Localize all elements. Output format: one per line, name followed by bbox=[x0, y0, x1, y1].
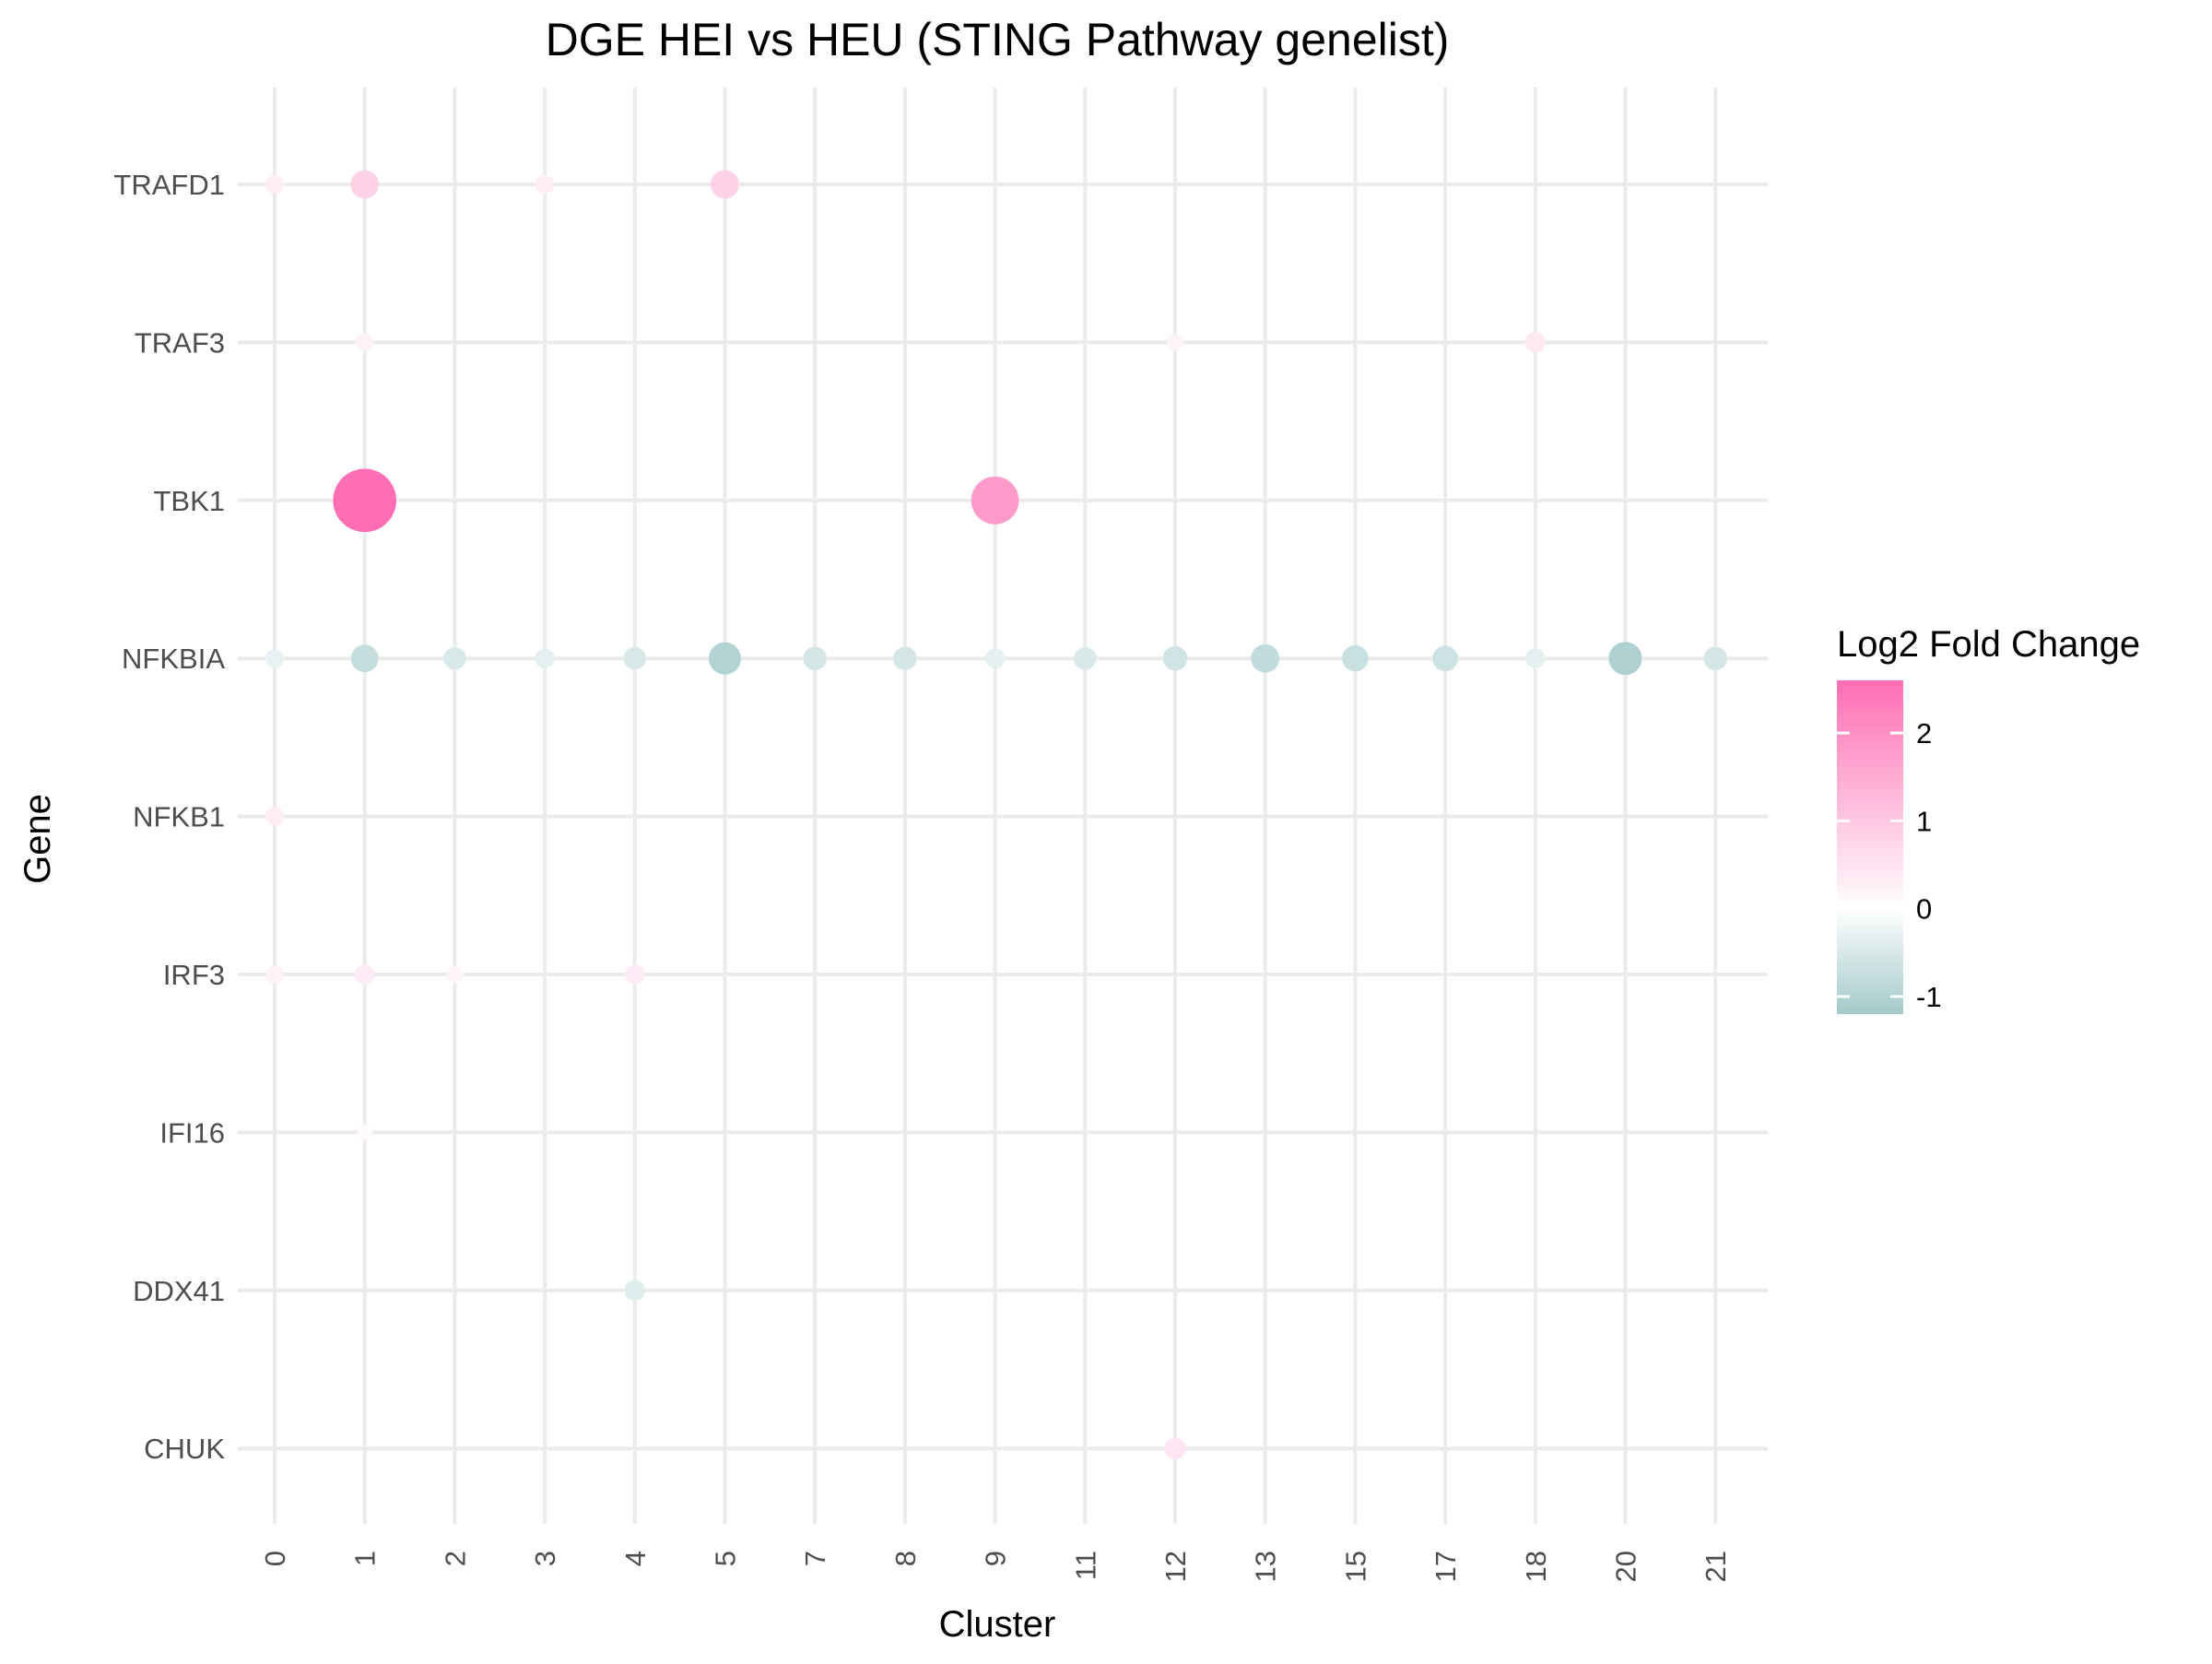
legend-colorbar bbox=[1837, 680, 1903, 1014]
x-tick-label: 2 bbox=[439, 1551, 471, 1566]
y-tick-label: IRF3 bbox=[163, 959, 225, 991]
point-ifi16-cluster-1 bbox=[357, 1125, 372, 1140]
x-tick-label: 1 bbox=[349, 1551, 382, 1566]
point-nfkbia-cluster-17 bbox=[1432, 645, 1458, 671]
y-tick-label: CHUK bbox=[144, 1433, 225, 1465]
point-nfkbia-cluster-21 bbox=[1703, 646, 1727, 670]
point-chuk-cluster-12 bbox=[1164, 1437, 1186, 1459]
x-tick-label: 12 bbox=[1159, 1551, 1192, 1582]
point-nfkbia-cluster-13 bbox=[1251, 643, 1280, 673]
point-nfkbia-cluster-11 bbox=[1074, 646, 1097, 670]
x-tick-label: 11 bbox=[1069, 1551, 1101, 1580]
x-tick-label: 3 bbox=[529, 1551, 561, 1566]
y-tick-label: NFKB1 bbox=[133, 801, 225, 833]
point-trafd1-cluster-3 bbox=[535, 174, 555, 195]
legend-tick-label: 1 bbox=[1916, 805, 1932, 837]
y-tick-label: IFI16 bbox=[159, 1116, 225, 1149]
legend-title: Log2 Fold Change bbox=[1837, 624, 2140, 665]
y-axis-title: Gene bbox=[18, 794, 58, 884]
y-tick-label: TRAF3 bbox=[135, 326, 225, 359]
y-tick-label: DDX41 bbox=[133, 1275, 225, 1307]
point-nfkbia-cluster-4 bbox=[623, 646, 647, 670]
point-trafd1-cluster-0 bbox=[265, 174, 285, 195]
point-traf3-cluster-18 bbox=[1524, 332, 1547, 353]
point-tbk1-cluster-9 bbox=[971, 476, 1019, 525]
point-nfkbia-cluster-0 bbox=[265, 649, 285, 668]
x-tick-label: 18 bbox=[1520, 1551, 1552, 1582]
legend-tick-label: 0 bbox=[1916, 893, 1932, 926]
grid-layer bbox=[238, 88, 1768, 1524]
point-tbk1-cluster-1 bbox=[333, 468, 397, 533]
x-tick-label: 8 bbox=[889, 1551, 922, 1566]
point-traf3-cluster-12 bbox=[1166, 334, 1184, 351]
point-traf3-cluster-1 bbox=[356, 333, 374, 351]
x-tick-label: 7 bbox=[799, 1551, 831, 1566]
y-tick-labels: CHUK DDX41 IFI16 IRF3 NFKB1 NFKBIA TBK1 TRAF3 TR… bbox=[113, 169, 225, 1465]
point-nfkbia-cluster-9 bbox=[984, 648, 1006, 668]
y-tick-label: NFKBIA bbox=[122, 643, 225, 675]
legend-tick-label: -1 bbox=[1916, 981, 1942, 1013]
x-axis-title: Cluster bbox=[939, 1604, 1056, 1645]
point-irf3-cluster-1 bbox=[355, 964, 375, 985]
legend-tick-label: 2 bbox=[1916, 717, 1932, 749]
points-layer bbox=[265, 170, 1727, 1459]
y-tick-label: TRAFD1 bbox=[113, 169, 225, 201]
point-ddx41-cluster-4 bbox=[624, 1280, 645, 1302]
point-irf3-cluster-2 bbox=[446, 965, 464, 984]
x-tick-label: 21 bbox=[1700, 1551, 1732, 1582]
chart-title: DGE HEI vs HEU (STING Pathway genelist) bbox=[546, 14, 1450, 65]
point-trafd1-cluster-1 bbox=[350, 170, 380, 199]
point-irf3-cluster-0 bbox=[265, 965, 284, 984]
x-tick-label: 5 bbox=[710, 1551, 742, 1566]
x-tick-label: 15 bbox=[1339, 1551, 1371, 1582]
point-nfkbia-cluster-2 bbox=[443, 646, 466, 670]
legend-ticks: 2 1 0 -1 bbox=[1837, 717, 1942, 1013]
point-nfkbia-cluster-3 bbox=[535, 648, 555, 668]
x-tick-label: 4 bbox=[619, 1551, 652, 1566]
point-nfkbia-cluster-15 bbox=[1342, 644, 1369, 672]
y-tick-label: TBK1 bbox=[153, 485, 225, 517]
x-tick-label: 9 bbox=[980, 1551, 1012, 1566]
x-tick-labels: 0 1 2 3 4 5 7 8 9 11 12 13 15 17 18 20 21 bbox=[259, 1551, 1732, 1582]
point-nfkb1-cluster-0 bbox=[265, 807, 285, 826]
point-nfkbia-cluster-8 bbox=[893, 646, 917, 670]
point-nfkbia-cluster-1 bbox=[350, 644, 379, 673]
color-legend: Log2 Fold Change 2 1 0 -1 bbox=[1837, 624, 2140, 1014]
point-nfkbia-cluster-7 bbox=[803, 646, 827, 670]
x-tick-label: 20 bbox=[1610, 1551, 1642, 1582]
x-tick-label: 13 bbox=[1250, 1551, 1282, 1582]
point-nfkbia-cluster-20 bbox=[1608, 642, 1642, 676]
point-nfkbia-cluster-5 bbox=[709, 642, 741, 675]
point-trafd1-cluster-5 bbox=[711, 170, 739, 199]
point-nfkbia-cluster-18 bbox=[1525, 648, 1546, 668]
x-tick-label: 17 bbox=[1430, 1551, 1462, 1582]
point-irf3-cluster-4 bbox=[625, 964, 645, 985]
point-nfkbia-cluster-12 bbox=[1162, 645, 1188, 671]
x-tick-label: 0 bbox=[259, 1551, 291, 1566]
